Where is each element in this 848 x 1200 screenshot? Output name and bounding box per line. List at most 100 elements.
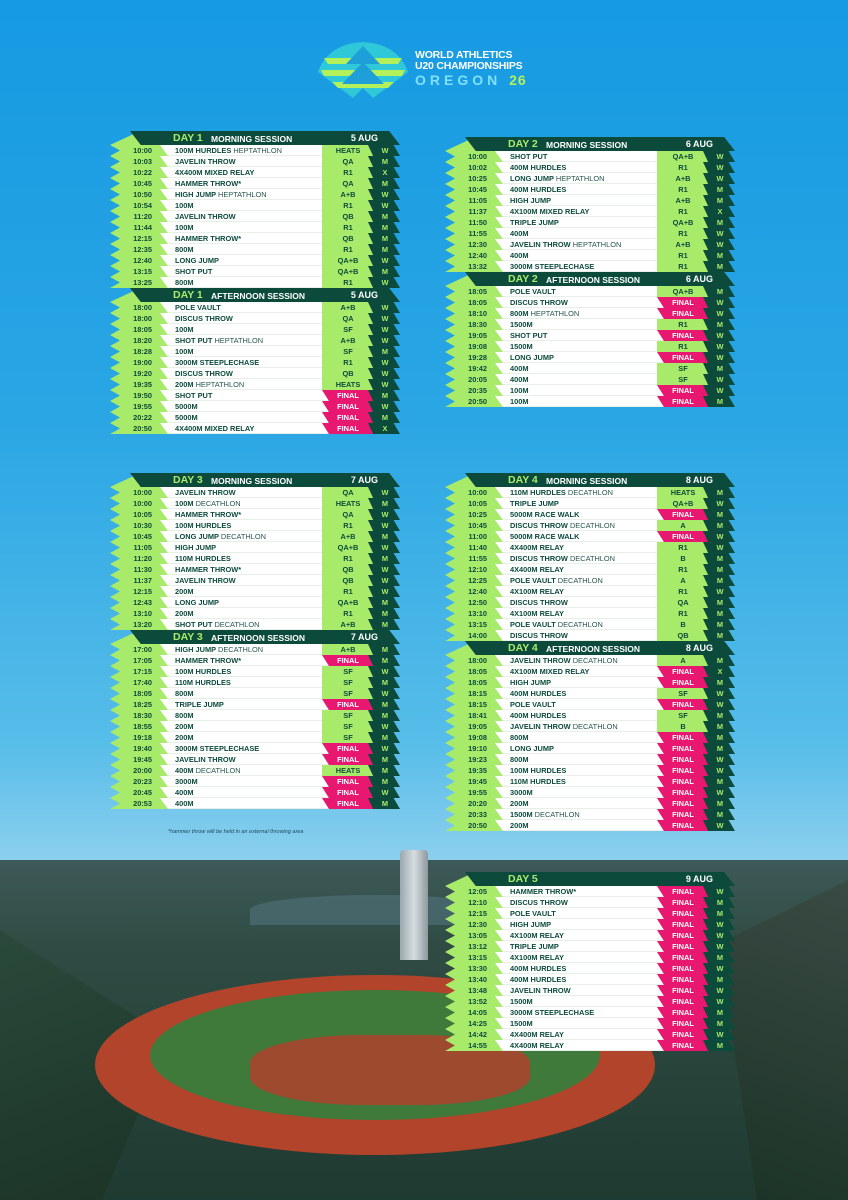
event-name-cell: 3000M STEEPLECHASE: [160, 743, 340, 754]
final-badge: FINAL: [322, 412, 380, 423]
event-name-cell: JAVELIN THROW: [160, 754, 340, 765]
event-time: 14:00: [445, 630, 503, 641]
schedule-row: 12:43 LONG JUMP QA+B M: [110, 597, 400, 608]
event-name-cell: HAMMER THROW*: [495, 886, 675, 897]
gender-code: X: [368, 167, 400, 178]
event-name-cell: SHOT PUT HEPTATHLON: [160, 335, 340, 346]
event-name: 100M: [175, 499, 194, 508]
event-time: 12:35: [110, 244, 168, 255]
event-time: 17:05: [110, 655, 168, 666]
gender-code: M: [703, 1007, 735, 1018]
event-time: 20:00: [110, 765, 168, 776]
event-time: 19:45: [110, 754, 168, 765]
session-date: 8 AUG: [685, 475, 713, 485]
event-time: 20:45: [110, 787, 168, 798]
event-name-cell: 100M DECATHLON: [160, 498, 340, 509]
schedule-row: 10:00 100M DECATHLON HEATS M: [110, 498, 400, 509]
event-time: 18:00: [110, 313, 168, 324]
round-badge: A+B: [322, 531, 380, 542]
schedule-row: 11:37 4X100M MIXED RELAY R1 X: [445, 206, 735, 217]
event-time: 20:05: [445, 374, 503, 385]
event-name-cell: 400M HURDLES: [495, 162, 675, 173]
event-name-cell: DISCUS THROW DECATHLON: [495, 520, 675, 531]
gender-code: X: [703, 206, 735, 217]
schedule-row: 12:15 HAMMER THROW* QB M: [110, 233, 400, 244]
schedule-row: 12:30 HIGH JUMP FINAL W: [445, 919, 735, 930]
schedule-row: 11:20 110M HURDLES R1 M: [110, 553, 400, 564]
final-badge: FINAL: [657, 1040, 715, 1051]
event-time: 19:10: [445, 743, 503, 754]
final-badge: FINAL: [657, 743, 715, 754]
event-time: 18:20: [110, 335, 168, 346]
event-name-cell: 100M: [495, 385, 675, 396]
gender-code: W: [703, 919, 735, 930]
event-name-cell: 4X400M MIXED RELAY: [160, 423, 340, 434]
gender-code: W: [368, 277, 400, 288]
event-time: 10:45: [110, 178, 168, 189]
event-name: 100M HURDLES: [175, 146, 232, 155]
event-name: 5000M RACE WALK: [510, 510, 580, 519]
schedule-row: 12:40 400M R1 M: [445, 250, 735, 261]
gender-code: M: [703, 710, 735, 721]
round-badge: A+B: [657, 195, 715, 206]
final-badge: FINAL: [657, 677, 715, 688]
gender-code: W: [703, 542, 735, 553]
schedule-row: 12:05 HAMMER THROW* FINAL W: [445, 886, 735, 897]
event-name-cell: 100M HURDLES: [495, 765, 675, 776]
schedule-row: 18:05 800M SF W: [110, 688, 400, 699]
event-name: LONG JUMP: [510, 744, 554, 753]
gender-code: W: [703, 330, 735, 341]
gender-code: M: [703, 1018, 735, 1029]
final-badge: FINAL: [322, 798, 380, 809]
schedule-row: 18:00 JAVELIN THROW DECATHLON A M: [445, 655, 735, 666]
event-name: 100M: [175, 201, 194, 210]
gender-code: M: [703, 619, 735, 630]
round-badge: A+B: [322, 302, 380, 313]
event-name: 1500M: [510, 810, 533, 819]
round-badge: R1: [322, 586, 380, 597]
event-name-cell: 200M: [495, 798, 675, 809]
gender-code: W: [368, 313, 400, 324]
gender-code: M: [703, 908, 735, 919]
event-name: 400M HURDLES: [510, 964, 567, 973]
combined-event: DECATHLON: [572, 722, 618, 731]
event-name-cell: 4X400M RELAY: [495, 542, 675, 553]
event-name: 110M HURDLES: [175, 678, 231, 687]
event-name-cell: POLE VAULT: [495, 286, 675, 297]
event-time: 12:05: [445, 886, 503, 897]
schedule-row: 10:54 100M R1 W: [110, 200, 400, 211]
schedule-row: 12:10 4X400M RELAY R1 M: [445, 564, 735, 575]
event-time: 13:15: [445, 619, 503, 630]
gender-code: M: [703, 396, 735, 407]
event-name-cell: 100M HURDLES: [160, 520, 340, 531]
header-bar: [130, 473, 400, 487]
event-name: 800M: [510, 733, 529, 742]
gender-code: M: [368, 346, 400, 357]
event-name-cell: 4X100M RELAY: [495, 952, 675, 963]
gender-code: M: [368, 498, 400, 509]
event-name-cell: 100M HURDLES HEPTATHLON: [160, 145, 340, 156]
schedule-row: 18:05 DISCUS THROW FINAL W: [445, 297, 735, 308]
schedule-row: 18:15 POLE VAULT FINAL W: [445, 699, 735, 710]
schedule-row: 19:20 DISCUS THROW QB W: [110, 368, 400, 379]
event-name: HAMMER THROW*: [175, 656, 242, 665]
round-badge: HEATS: [657, 487, 715, 498]
round-badge: QA+B: [322, 542, 380, 553]
final-badge: FINAL: [322, 699, 380, 710]
event-name-cell: HIGH JUMP HEPTATHLON: [160, 189, 340, 200]
round-badge: SF: [322, 666, 380, 677]
final-badge: FINAL: [657, 809, 715, 820]
round-badge: R1: [322, 520, 380, 531]
session-date: 6 AUG: [685, 139, 713, 149]
event-name-cell: POLE VAULT: [495, 908, 675, 919]
event-time: 13:15: [110, 266, 168, 277]
gender-code: M: [703, 319, 735, 330]
event-time: 12:30: [445, 239, 503, 250]
event-name: 800M: [175, 278, 194, 287]
event-name-cell: LONG JUMP: [160, 597, 340, 608]
gender-code: W: [703, 820, 735, 831]
final-badge: FINAL: [657, 509, 715, 520]
event-name: SHOT PUT: [175, 267, 213, 276]
event-time: 10:05: [445, 498, 503, 509]
final-badge: FINAL: [657, 330, 715, 341]
